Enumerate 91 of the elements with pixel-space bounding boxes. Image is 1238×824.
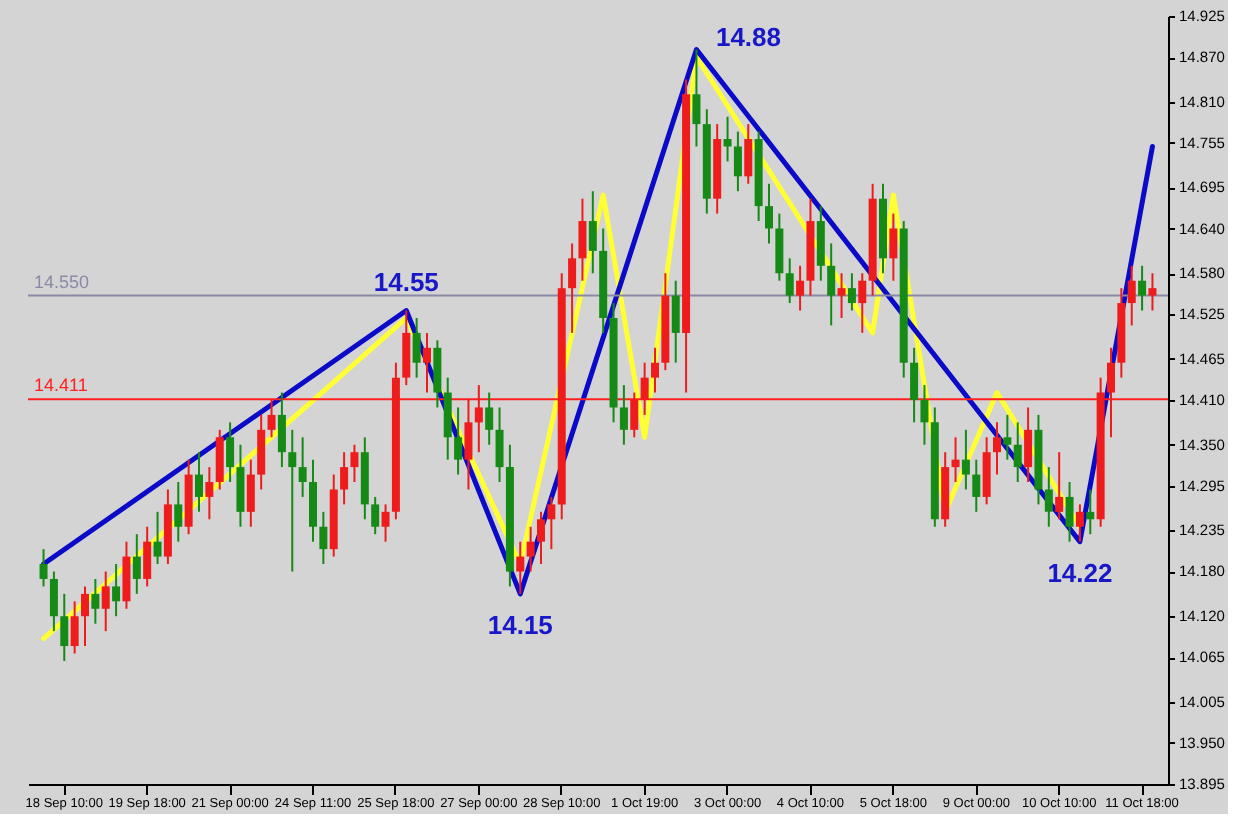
candlestick [910, 346, 919, 424]
candlestick [381, 503, 390, 543]
candlestick [49, 570, 58, 633]
candlestick [568, 242, 577, 334]
candlestick [246, 458, 255, 528]
candlestick [1086, 488, 1095, 536]
candlestick [619, 384, 628, 446]
candlestick [454, 406, 463, 476]
candlestick [1065, 481, 1074, 543]
candlestick [70, 600, 79, 655]
candlestick [257, 413, 266, 491]
ref-line-label: 14.550 [34, 271, 90, 292]
candlestick [1075, 503, 1084, 543]
candlestick [537, 510, 545, 566]
candlestick [972, 458, 981, 513]
candlestick [1148, 272, 1157, 312]
candlestick [122, 540, 131, 610]
candlestick [733, 130, 742, 193]
candlestick [350, 443, 359, 484]
candlestick [298, 436, 307, 498]
candlestick [723, 115, 732, 163]
ref-line-label: 14.411 [34, 375, 88, 396]
candlestick [578, 197, 587, 282]
candlestick [816, 205, 825, 282]
candlestick [412, 316, 421, 379]
annotation: 14.88 [715, 21, 781, 52]
annotation: 14.55 [373, 266, 439, 297]
candlestick [132, 533, 141, 595]
candlestick [1138, 264, 1147, 312]
candlestick [371, 495, 380, 536]
candlestick [1003, 413, 1012, 461]
candlestick [858, 272, 867, 334]
candlestick [91, 577, 100, 625]
candlestick [526, 525, 535, 573]
candlestick [982, 436, 991, 506]
candlestick [1127, 264, 1136, 327]
candlestick [920, 384, 929, 446]
candlestick [60, 592, 69, 662]
candlestick [39, 548, 48, 588]
candlestick [215, 428, 224, 491]
candlestick [112, 563, 121, 618]
candlestick [267, 399, 276, 439]
candlestick [671, 279, 680, 364]
candlestick [402, 309, 411, 387]
candlestick [837, 272, 846, 319]
candlestick [474, 384, 483, 454]
candlestick [485, 391, 494, 446]
candlestick [1013, 421, 1022, 484]
candlestick [640, 361, 649, 416]
candlestick [277, 391, 286, 469]
candlestick [547, 495, 556, 551]
candlestick [81, 585, 89, 648]
candlestick [951, 436, 960, 484]
candlestick [153, 510, 162, 566]
candlestick [288, 428, 297, 573]
candlestick [516, 540, 525, 595]
candlestick [340, 451, 349, 506]
candlestick [1055, 451, 1064, 521]
candlestick [319, 510, 328, 566]
candlestick [174, 481, 183, 543]
candlestick [765, 182, 773, 245]
candlestick [433, 339, 442, 409]
candlestick [993, 421, 1001, 476]
candlestick [495, 406, 504, 484]
candlestick [443, 376, 452, 461]
annotation: 14.15 [487, 609, 553, 640]
candlestick [961, 428, 970, 491]
candlestick [796, 264, 805, 312]
candlestick [423, 331, 431, 394]
candlestick [785, 257, 794, 305]
candlestick [651, 346, 659, 394]
candlestick [226, 421, 235, 484]
candlestick [195, 451, 203, 513]
candlestick [205, 466, 214, 521]
candlestick [309, 458, 317, 543]
candlestick [464, 399, 473, 491]
candlestick [1044, 466, 1053, 528]
candlestick [236, 443, 245, 528]
candlestick [889, 212, 898, 282]
annotation: 14.22 [1047, 557, 1113, 588]
candlestick [847, 272, 856, 312]
candlestick [630, 391, 639, 439]
candlestick [775, 212, 784, 282]
candlestick [588, 190, 597, 275]
candlestick [692, 48, 701, 148]
candlestick [143, 525, 152, 588]
candlestick [101, 570, 110, 633]
candlestick [1107, 346, 1115, 439]
candlestick [744, 123, 753, 185]
candlestick [1024, 406, 1033, 484]
candlestick [827, 242, 836, 327]
